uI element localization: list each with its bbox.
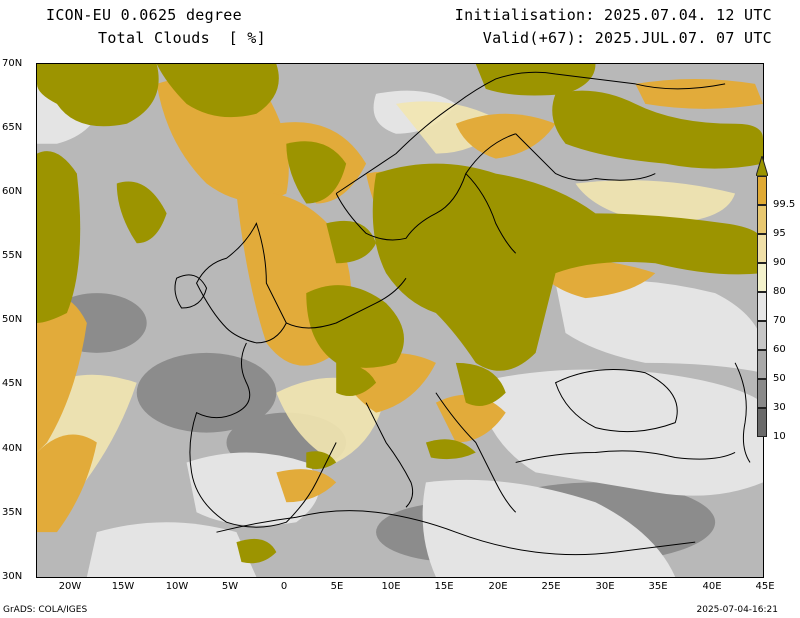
colorbar-label: 99.5 [773, 199, 796, 210]
lon-label: 25E [541, 581, 561, 592]
render-timestamp: 2025-07-04-16:21 [696, 605, 779, 615]
colorbar-segment [757, 263, 767, 292]
lon-label: 10W [165, 581, 189, 592]
software-credit: GrADS: COLA/IGES [3, 605, 88, 615]
lon-label: 0 [280, 581, 288, 592]
lon-label: 15E [434, 581, 454, 592]
lon-label: 45E [755, 581, 775, 592]
colorbar-label: 90 [773, 257, 786, 268]
colorbar-segment [757, 321, 767, 350]
colorbar-label: 10 [773, 431, 786, 442]
colorbar-segment [757, 350, 767, 379]
colorbar-label: 30 [773, 402, 786, 413]
colorbar-segment [757, 205, 767, 234]
lat-label: 45N [2, 378, 23, 389]
lat-label: 60N [2, 186, 23, 197]
lat-label: 70N [2, 58, 23, 69]
colorbar-segment [757, 408, 767, 437]
cloud-field [37, 64, 763, 577]
variable-label: Total Clouds [ %] [98, 29, 266, 47]
lon-label: 35E [648, 581, 668, 592]
lat-label: 55N [2, 250, 23, 261]
map-title: ICON-EU 0.0625 degree [46, 6, 242, 24]
colorbar-arrow [756, 156, 768, 176]
colorbar-label: 60 [773, 344, 786, 355]
lat-label: 30N [2, 571, 23, 582]
lon-label: 10E [381, 581, 401, 592]
initialisation-time: Initialisation: 2025.07.04. 12 UTC [454, 6, 772, 24]
lon-label: 5E [330, 581, 344, 592]
lon-label: 20E [488, 581, 508, 592]
colorbar-label: 70 [773, 315, 786, 326]
valid-time: Valid(+67): 2025.JUL.07. 07 UTC [482, 29, 772, 47]
lon-label: 40E [702, 581, 722, 592]
cloud-cover-map [36, 63, 764, 578]
lon-label: 30E [595, 581, 615, 592]
lon-label: 20W [58, 581, 82, 592]
lat-label: 35N [2, 507, 23, 518]
colorbar-segment [757, 234, 767, 263]
colorbar-segment [757, 176, 767, 205]
colorbar-label: 50 [773, 373, 786, 384]
colorbar-label: 80 [773, 286, 786, 297]
lon-label: 15W [111, 581, 135, 592]
colorbar-label: 95 [773, 228, 786, 239]
colorbar-segment [757, 292, 767, 321]
lat-label: 40N [2, 443, 23, 454]
lat-label: 50N [2, 314, 23, 325]
lat-label: 65N [2, 122, 23, 133]
lon-label: 5W [221, 581, 239, 592]
colorbar-segment [757, 379, 767, 408]
